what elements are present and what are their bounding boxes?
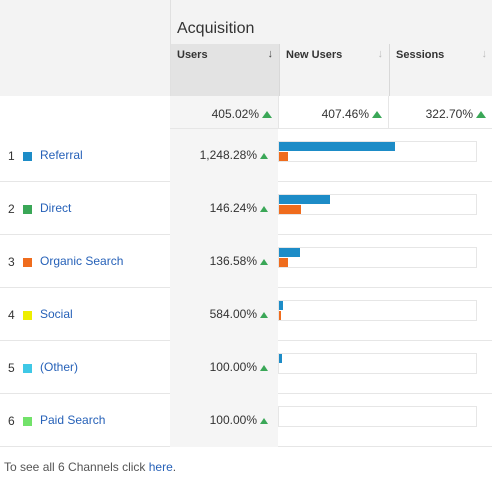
header-blank-area — [0, 0, 170, 96]
channel-link-direct[interactable]: Direct — [40, 201, 72, 215]
column-header-sessions[interactable]: Sessions ↓ — [389, 44, 492, 96]
users-cell: 1,248.28% — [170, 129, 278, 182]
arrow-down-icon[interactable]: ↓ — [267, 48, 274, 60]
channel-color-swatch — [23, 364, 32, 373]
column-header-new-users[interactable]: New Users ↓ — [279, 44, 389, 96]
total-sessions: 322.70% — [388, 96, 492, 129]
users-value: 100.00% — [210, 360, 268, 374]
users-value: 136.58% — [210, 254, 268, 268]
row-rank: 3 — [8, 255, 15, 269]
users-cell: 146.24% — [170, 182, 278, 235]
channel-link-paid-search[interactable]: Paid Search — [40, 413, 106, 427]
new-users-bar — [279, 152, 288, 161]
users-cell: 100.00% — [170, 394, 278, 447]
column-header-users[interactable]: Users ↓ — [171, 44, 279, 96]
comparison-bar — [278, 141, 477, 162]
table-row: 3 Organic Search 136.58% — [0, 235, 492, 288]
channel-color-swatch — [23, 205, 32, 214]
footer-period: . — [172, 460, 177, 474]
users-cell: 584.00% — [170, 288, 278, 341]
users-value: 584.00% — [210, 307, 268, 321]
channel-color-swatch — [23, 152, 32, 161]
up-arrow-icon — [476, 111, 486, 118]
row-rank: 1 — [8, 149, 15, 163]
channel-link-social[interactable]: Social — [40, 307, 73, 321]
channel-link-organic-search[interactable]: Organic Search — [40, 254, 124, 268]
up-arrow-icon — [260, 312, 268, 318]
users-bar — [279, 142, 395, 151]
new-users-bar — [279, 311, 281, 320]
users-cell: 100.00% — [170, 341, 278, 394]
total-users: 405.02% — [170, 96, 278, 129]
up-arrow-icon — [372, 111, 382, 118]
users-value: 100.00% — [210, 413, 268, 427]
column-label: Sessions — [396, 49, 445, 61]
new-users-bar — [279, 258, 288, 267]
row-rank: 5 — [8, 361, 15, 375]
footer-link-here[interactable]: here — [148, 460, 173, 474]
users-bar — [279, 301, 283, 310]
comparison-bar — [278, 194, 477, 215]
acquisition-title: Acquisition — [177, 20, 255, 37]
row-rank: 6 — [8, 414, 15, 428]
users-value: 1,248.28% — [200, 148, 268, 162]
users-cell: 136.58% — [170, 235, 278, 288]
footer-text: To see all 6 Channels click — [4, 460, 146, 474]
users-bar — [279, 354, 282, 363]
total-new-users-value: 407.46% — [321, 107, 369, 121]
up-arrow-icon — [260, 365, 268, 371]
row-rank: 4 — [8, 308, 15, 322]
new-users-bar — [279, 205, 301, 214]
up-arrow-icon — [260, 259, 268, 265]
comparison-bar — [278, 300, 477, 321]
footer-note: To see all 6 Channels click here. — [4, 460, 176, 474]
channel-color-swatch — [23, 311, 32, 320]
channel-link-referral[interactable]: Referral — [40, 148, 83, 162]
acquisition-header: Acquisition Users ↓ New Users ↓ Sessions… — [170, 0, 492, 96]
up-arrow-icon — [260, 153, 268, 159]
up-arrow-icon — [262, 111, 272, 118]
column-label: New Users — [286, 49, 343, 61]
total-sessions-value: 322.70% — [425, 107, 473, 121]
table-row: 6 Paid Search 100.00% — [0, 394, 492, 447]
channel-color-swatch — [23, 417, 32, 426]
channel-color-swatch — [23, 258, 32, 267]
channel-link-other[interactable]: (Other) — [40, 360, 79, 374]
column-label: Users — [177, 49, 208, 61]
row-rank: 2 — [8, 202, 15, 216]
comparison-bar — [278, 353, 477, 374]
comparison-bar — [278, 247, 477, 268]
comparison-bar — [278, 406, 477, 427]
table-row: 4 Social 584.00% — [0, 288, 492, 341]
users-bar — [279, 195, 330, 204]
total-new-users: 407.46% — [278, 96, 388, 129]
total-users-value: 405.02% — [211, 107, 259, 121]
arrow-down-icon[interactable]: ↓ — [481, 48, 488, 60]
totals-label-area — [0, 96, 170, 129]
users-value: 146.24% — [210, 201, 268, 215]
up-arrow-icon — [260, 418, 268, 424]
up-arrow-icon — [260, 206, 268, 212]
table-row: 1 Referral 1,248.28% — [0, 129, 492, 182]
arrow-down-icon[interactable]: ↓ — [377, 48, 384, 60]
users-bar — [279, 248, 300, 257]
table-row: 2 Direct 146.24% — [0, 182, 492, 235]
table-row: 5 (Other) 100.00% — [0, 341, 492, 394]
